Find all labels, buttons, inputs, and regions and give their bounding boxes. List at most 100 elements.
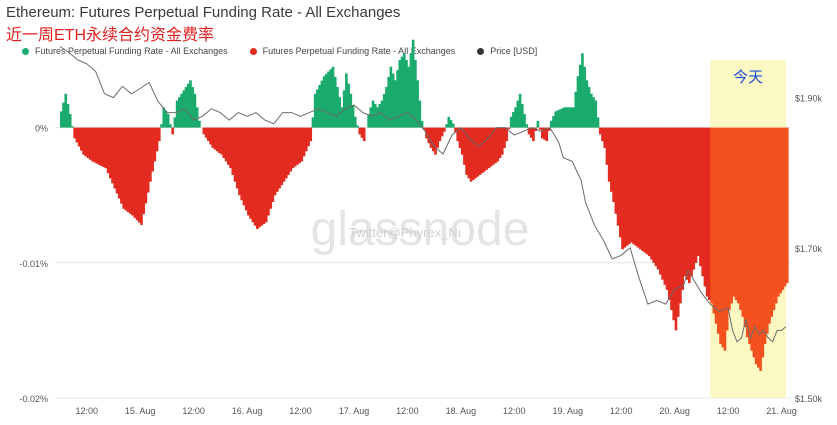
funding-bar	[133, 127, 137, 218]
funding-bar	[242, 127, 246, 206]
funding-bar	[632, 127, 635, 245]
funding-bar	[291, 127, 295, 169]
funding-bar	[507, 127, 511, 129]
funding-bar	[440, 127, 444, 137]
funding-bar	[385, 87, 388, 128]
funding-bar	[313, 93, 317, 128]
funding-bar	[445, 124, 448, 128]
funding-bar	[518, 93, 522, 128]
funding-bar	[763, 127, 767, 344]
legend-item-positive[interactable]: Futures Perpetual Funding Rate - All Exc…	[22, 46, 228, 56]
funding-bar	[483, 127, 486, 172]
funding-bar	[258, 127, 261, 228]
funding-bar	[676, 127, 680, 317]
funding-bar	[235, 127, 239, 189]
funding-bar	[434, 127, 437, 155]
funding-bar	[627, 127, 631, 245]
funding-bar	[418, 100, 422, 128]
funding-bar	[331, 66, 335, 128]
funding-bar	[376, 107, 379, 128]
funding-bar	[505, 127, 509, 142]
funding-bar	[71, 126, 74, 128]
funding-bar	[340, 107, 344, 128]
x-tick-label: 17. Aug	[339, 406, 370, 416]
funding-bar	[293, 127, 297, 167]
funding-bar	[745, 127, 749, 338]
legend-item-price[interactable]: Price [USD]	[477, 46, 537, 56]
funding-bar	[325, 73, 328, 128]
funding-bar	[436, 127, 439, 148]
funding-bar	[414, 60, 417, 128]
funding-bar	[284, 127, 288, 179]
funding-bar	[349, 93, 353, 128]
funding-bar	[431, 127, 435, 152]
funding-bar	[438, 127, 442, 142]
funding-bar	[496, 127, 500, 162]
funding-bar	[552, 116, 555, 128]
funding-bar	[469, 127, 473, 182]
funding-bar	[770, 127, 774, 317]
funding-bar	[327, 71, 330, 128]
x-tick-label: 12:00	[610, 406, 633, 416]
funding-bar	[520, 103, 524, 128]
funding-bar	[743, 127, 747, 328]
funding-bar	[630, 127, 633, 243]
funding-bar	[567, 107, 571, 128]
funding-bar	[247, 127, 250, 216]
funding-bar	[625, 127, 629, 246]
right-tick-label: $1.70k	[795, 244, 823, 254]
legend-dot-black	[477, 47, 485, 55]
funding-bar	[500, 127, 504, 155]
funding-bar	[665, 127, 669, 290]
funding-bar	[525, 124, 529, 128]
funding-bar	[64, 93, 68, 128]
funding-bar	[411, 39, 415, 128]
funding-bar	[667, 127, 671, 300]
funding-bar	[227, 127, 230, 165]
legend-item-negative[interactable]: Futures Perpetual Funding Rate - All Exc…	[249, 46, 455, 56]
funding-bar	[739, 127, 742, 311]
funding-bar	[621, 127, 624, 250]
funding-bar	[193, 93, 197, 128]
funding-bar	[189, 80, 192, 128]
funding-bar	[164, 110, 168, 128]
funding-bar	[304, 127, 308, 152]
funding-bar	[180, 93, 183, 128]
funding-bar	[659, 127, 662, 275]
funding-bar	[712, 127, 716, 314]
funding-bar	[66, 103, 70, 128]
funding-bar	[289, 127, 293, 172]
funding-bar	[757, 127, 760, 368]
funding-bar	[561, 108, 564, 128]
funding-bar	[271, 127, 275, 202]
funding-bar	[298, 127, 301, 164]
funding-bar	[694, 127, 698, 263]
funding-bar	[220, 127, 223, 155]
left-tick-label: 0%	[35, 124, 48, 134]
funding-bar	[681, 127, 684, 290]
funding-bar	[723, 127, 727, 351]
funding-bar	[512, 112, 515, 128]
funding-bar	[587, 87, 591, 128]
funding-bar	[269, 127, 272, 209]
funding-bar	[62, 102, 65, 128]
funding-bar	[674, 127, 678, 331]
funding-bar	[224, 127, 228, 162]
funding-bar	[529, 127, 533, 138]
right-axis: $1.90k $1.70k $1.50k	[795, 94, 823, 404]
funding-bar	[569, 107, 573, 128]
funding-bar	[398, 60, 402, 128]
funding-bar	[728, 127, 731, 311]
funding-bar	[607, 127, 611, 182]
funding-bar	[590, 93, 593, 128]
funding-bar	[541, 127, 544, 139]
funding-bar	[610, 127, 613, 192]
funding-bar	[153, 127, 157, 162]
funding-bar	[255, 127, 259, 229]
funding-bar	[748, 127, 751, 344]
funding-bar	[75, 127, 79, 143]
funding-bar	[276, 127, 279, 192]
funding-bar	[476, 127, 480, 177]
funding-bar	[171, 127, 174, 135]
